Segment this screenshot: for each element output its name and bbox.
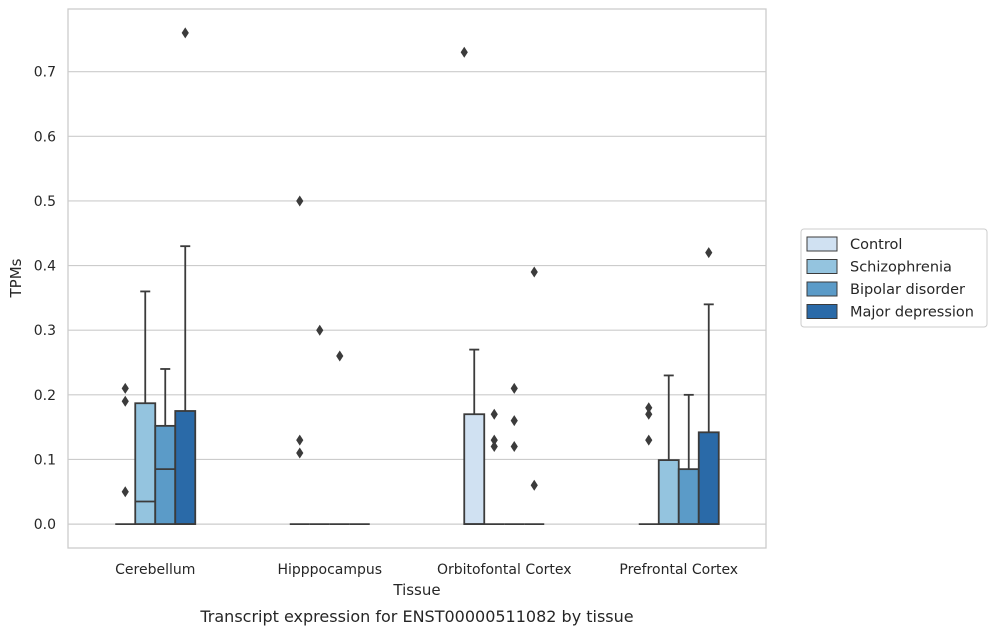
x-tick-label: Hipppocampus: [277, 562, 382, 578]
x-tick-labels: Cerebellum Hipppocampus Orbitofontal Corte…: [115, 562, 738, 578]
legend-label: Control: [850, 237, 902, 253]
outlier-point: [645, 434, 653, 446]
y-tick-label: 0.0: [34, 517, 56, 533]
legend-swatch: [806, 259, 838, 274]
outlier-point: [181, 27, 189, 39]
y-tick-label: 0.5: [34, 194, 56, 210]
plot-frame: [67, 8, 767, 549]
x-axis-label: Tissue: [392, 581, 440, 599]
outlier-point: [296, 195, 304, 207]
boxes: [115, 27, 720, 525]
box: [677, 468, 700, 525]
legend-swatch: [806, 281, 838, 297]
box: [154, 424, 177, 525]
legend-label: Major depression: [850, 305, 974, 321]
legend-label: Bipolar disorder: [850, 282, 965, 298]
outlier-point: [510, 441, 518, 453]
legend-frame: [800, 228, 988, 328]
outlier-point: [460, 46, 468, 58]
outlier-point: [336, 350, 344, 362]
x-tick-label: Prefrontal Cortex: [619, 562, 738, 578]
box: [697, 431, 720, 525]
outlier-point: [490, 441, 498, 453]
box: [657, 459, 680, 525]
y-tick-label: 0.3: [34, 323, 56, 339]
outlier-point: [645, 402, 653, 414]
outlier-point: [490, 434, 498, 446]
x-tick-label: Cerebellum: [115, 562, 195, 578]
outlier-point: [645, 408, 653, 420]
outlier-point: [121, 382, 129, 394]
outlier-point: [296, 447, 304, 459]
outlier-point: [705, 247, 713, 259]
box: [463, 413, 486, 525]
legend: Control Schizophrenia Bipolar disorder Majo…: [800, 228, 988, 328]
outlier-point: [121, 395, 129, 407]
outlier-point: [510, 382, 518, 394]
box: [134, 402, 157, 525]
y-tick-label: 0.4: [34, 259, 56, 275]
legend-swatch: [806, 236, 838, 252]
outlier-point: [490, 408, 498, 420]
y-tick-label: 0.1: [34, 452, 56, 468]
y-tick-labels: 0.0 0.1 0.2 0.3 0.4 0.5 0.6 0.7: [34, 65, 56, 533]
y-axis-label: TPMs: [7, 258, 25, 298]
outlier-point: [296, 434, 304, 446]
outlier-point: [510, 415, 518, 427]
outlier-point: [121, 486, 129, 498]
outlier-point: [530, 266, 538, 278]
y-tick-label: 0.2: [34, 388, 56, 404]
box: [174, 410, 197, 525]
outlier-point: [530, 479, 538, 491]
y-tick-label: 0.7: [34, 65, 56, 81]
legend-label: Schizophrenia: [850, 260, 952, 276]
y-tick-label: 0.6: [34, 129, 56, 145]
chart-caption: Transcript expression for ENST0000051108…: [199, 607, 633, 626]
legend-swatch: [806, 304, 838, 319]
x-tick-label: Orbitofontal Cortex: [437, 562, 572, 578]
outlier-point: [316, 324, 324, 336]
